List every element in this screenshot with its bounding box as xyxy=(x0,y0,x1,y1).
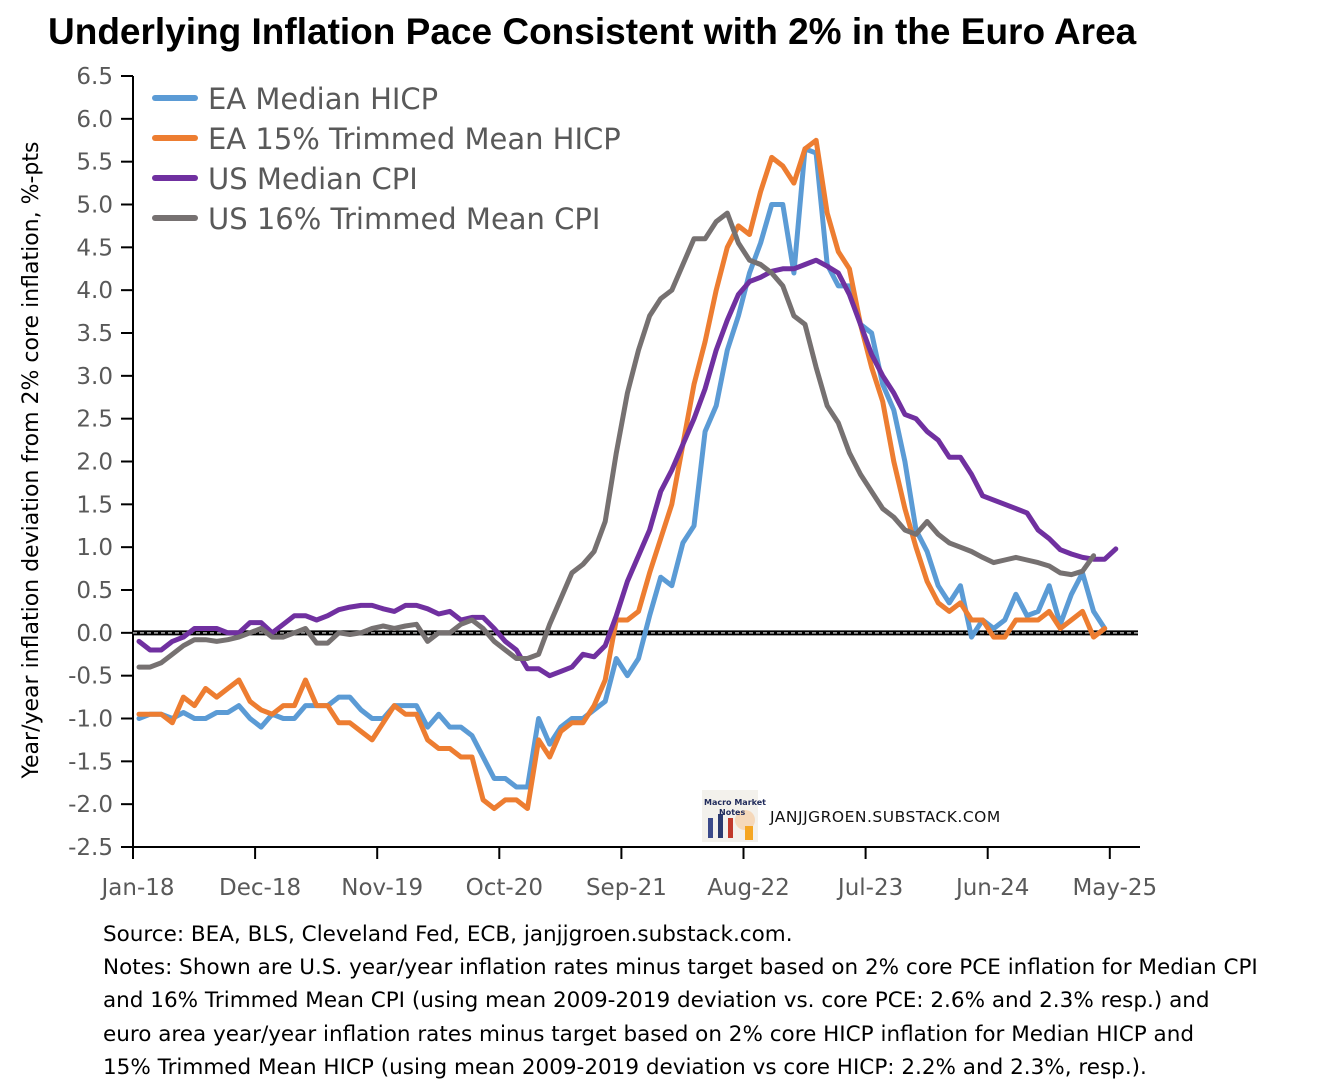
x-tick-label: Oct-20 xyxy=(466,875,543,901)
svg-text:Macro Market: Macro Market xyxy=(704,798,766,807)
legend-label: US 16% Trimmed Mean CPI xyxy=(208,202,600,236)
legend-label: EA 15% Trimmed Mean HICP xyxy=(208,122,621,156)
x-tick-label: Jul-23 xyxy=(836,875,903,901)
series-lines xyxy=(136,137,1119,811)
notes-line-3: euro area year/year inflation rates minu… xyxy=(103,1022,1194,1047)
x-tick-label: Nov-19 xyxy=(341,875,423,901)
y-tick-label: -2.0 xyxy=(68,792,113,818)
y-tick-label: 5.0 xyxy=(76,193,113,219)
y-tick-label: 6.5 xyxy=(76,64,113,90)
x-tick-label: Sep-21 xyxy=(586,875,667,901)
source-note: Source: BEA, BLS, Cleveland Fed, ECB, ja… xyxy=(103,922,793,947)
notes-line-4: 15% Trimmed Mean HICP (using mean 2009-2… xyxy=(103,1055,1147,1080)
y-tick-label: 0.5 xyxy=(76,578,113,604)
y-tick-label: 1.0 xyxy=(76,535,113,561)
footnotes: Source: BEA, BLS, Cleveland Fed, ECB, ja… xyxy=(103,922,1258,1080)
macro-market-notes-logo: Macro Market Notes xyxy=(702,790,766,842)
y-tick-label: -1.0 xyxy=(68,707,113,733)
y-tick-label: 2.5 xyxy=(76,407,113,433)
y-tick-label: 0.0 xyxy=(76,621,113,647)
y-tick-label: 3.5 xyxy=(76,321,113,347)
y-tick-label: 6.0 xyxy=(76,107,113,133)
series-line-us-median-cpi xyxy=(136,257,1119,679)
y-tick-label: 1.5 xyxy=(76,492,113,518)
y-tick-label: 3.0 xyxy=(76,364,113,390)
x-tick-label: Aug-22 xyxy=(707,875,789,901)
series-line-us-16-trimmed-mean-cpi xyxy=(136,210,1097,670)
x-tick-label: Jun-24 xyxy=(954,875,1030,901)
svg-text:Notes: Notes xyxy=(719,808,745,817)
watermark-site: JANJJGROEN.SUBSTACK.COM xyxy=(769,808,1001,826)
legend-label: EA Median HICP xyxy=(208,82,438,116)
y-tick-label: -0.5 xyxy=(68,664,113,690)
x-tick-label: Jan-18 xyxy=(99,875,174,901)
y-tick-label: -2.5 xyxy=(68,835,113,861)
y-tick-label: 4.5 xyxy=(76,235,113,261)
y-tick-label: 2.0 xyxy=(76,450,113,476)
watermark: Macro Market Notes JANJJGROEN.SUBSTACK.C… xyxy=(702,790,1001,842)
x-tick-label: May-25 xyxy=(1072,875,1157,901)
series-line-ea-15-trimmed-mean-hicp xyxy=(136,137,1108,811)
x-tick-label: Dec-18 xyxy=(219,875,301,901)
y-axis-label: Year/year inflation deviation from 2% co… xyxy=(19,142,44,780)
notes-line-2: and 16% Trimmed Mean CPI (using mean 200… xyxy=(103,988,1210,1013)
series-line-ea-median-hicp xyxy=(136,146,1108,790)
y-tick-label: 5.5 xyxy=(76,150,113,176)
y-tick-label: -1.5 xyxy=(68,749,113,775)
y-tick-label: 4.0 xyxy=(76,278,113,304)
x-axis: Jan-18 Dec-18 Nov-19 Oct-20 Sep-21 Aug-22 Jul-… xyxy=(99,846,1157,901)
chart-title: Underlying Inflation Pace Consistent wit… xyxy=(48,11,1137,52)
legend-label: US Median CPI xyxy=(208,162,418,196)
notes-line-1: Notes: Shown are U.S. year/year inflatio… xyxy=(103,955,1258,980)
legend: EA Median HICP EA 15% Trimmed Mean HICP US… xyxy=(152,82,621,236)
y-axis: 6.5 6.0 5.5 5.0 4.5 4.0 3.5 3.0 2.5 2.0 1.5 1.0 0.5 0… xyxy=(68,64,134,861)
